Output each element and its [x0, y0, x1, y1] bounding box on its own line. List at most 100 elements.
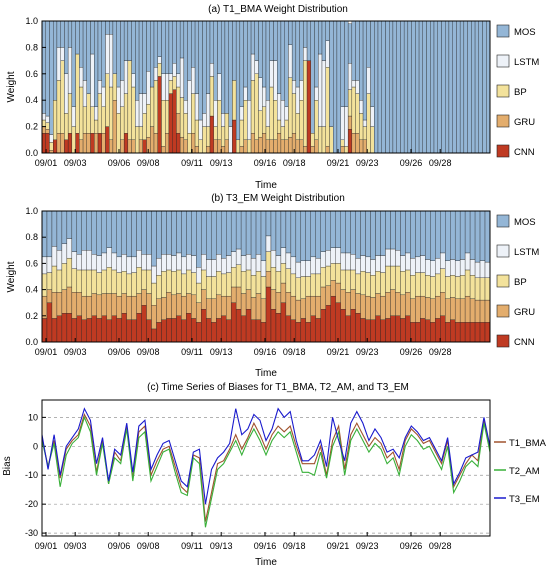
- panel-b-bar-cnn: [86, 318, 92, 343]
- panel-b-bar-lstm: [285, 252, 292, 269]
- panel-b-bar-cnn: [81, 319, 87, 343]
- panel-a-bar-bp: [176, 86, 181, 114]
- panel-b-bar-gru: [181, 295, 187, 320]
- panel-b-bar-cnn: [126, 319, 132, 343]
- panel-b-bar-bp: [350, 269, 356, 290]
- panel-a-bar-mos: [109, 20, 114, 35]
- panel-c-xtick-label: 09/01: [35, 541, 58, 551]
- panel-a-bar-mos: [243, 20, 248, 88]
- panel-b-bar-cnn: [255, 319, 262, 343]
- panel-b-bar-mos: [46, 210, 53, 258]
- panel-b-xtick-label: 09/11: [181, 347, 203, 357]
- panel-b-bar-lstm: [325, 250, 331, 267]
- panel-c-ytick-label: -10: [25, 470, 38, 480]
- panel-a-bar-mos: [336, 20, 341, 154]
- panel-a-bar-mos: [486, 20, 491, 154]
- panel-b-bar-bp: [380, 272, 386, 297]
- panel-b-bar-gru: [400, 294, 406, 319]
- panel-a-bar-bp: [202, 126, 207, 154]
- panel-a-bar-mos: [157, 20, 162, 57]
- panel-b-bar-cnn: [136, 313, 142, 343]
- panel-a-bar-bp: [325, 67, 330, 147]
- panel-b-bar-mos: [106, 210, 112, 248]
- panel-b-bar-cnn: [445, 322, 451, 343]
- panel-a-bar-gru: [277, 133, 282, 154]
- panel-b-bar-lstm: [216, 254, 222, 272]
- panel-a-legend-label-bp: BP: [514, 87, 527, 98]
- panel-b-bar-lstm: [474, 261, 481, 278]
- panel-a-bar-bp: [75, 53, 80, 134]
- panel-b-bar-lstm: [350, 254, 356, 271]
- panel-a-bar-bp: [187, 133, 192, 154]
- panel-b-bar-lstm: [46, 256, 53, 273]
- panel-b-bar-gru: [340, 289, 346, 310]
- panel-b-bar-cnn: [181, 319, 187, 343]
- panel-b-bar-cnn: [335, 302, 341, 343]
- panel-a-bar-lstm: [209, 63, 214, 77]
- panel-b-bar-bp: [91, 269, 97, 294]
- panel-a-bar-lstm: [183, 100, 188, 114]
- panel-b-bar-gru: [335, 282, 341, 303]
- panel-b-bar-bp: [280, 263, 287, 284]
- panel-a-bar-mos: [396, 20, 401, 154]
- panel-a-bar-lstm: [254, 60, 259, 74]
- panel-a-bar-bp: [280, 126, 285, 140]
- panel-a-bar-bp: [265, 126, 270, 140]
- panel-a-bar-lstm: [153, 67, 158, 81]
- panel-b-bar-lstm: [196, 267, 202, 284]
- panel-b-bar-cnn: [405, 315, 411, 343]
- panel-b-bar-gru: [196, 302, 202, 323]
- panel-b-bar-gru: [370, 297, 376, 320]
- panel-b-bar-mos: [131, 210, 137, 258]
- panel-b-bar-gru: [166, 292, 172, 319]
- panel-b-bar-lstm: [61, 243, 68, 264]
- panel-a-bar-lstm: [79, 67, 84, 88]
- panel-b-bar-cnn: [201, 309, 207, 343]
- panel-a-bar-cnn: [168, 93, 173, 154]
- panel-b-bar-cnn: [250, 319, 257, 343]
- panel-c-xlabel: Time: [255, 557, 277, 568]
- panel-b-bar-mos: [166, 210, 172, 255]
- panel-a-bar-lstm: [116, 86, 121, 114]
- panel-c-xtick-label: 09/18: [283, 541, 306, 551]
- panel-a-bar-gru: [183, 139, 188, 154]
- panel-a-ytick-label: 0.6: [25, 69, 38, 79]
- panel-a-bar-mos: [123, 20, 129, 61]
- panel-b-bar-mos: [156, 210, 162, 259]
- panel-b-bar-bp: [186, 269, 192, 294]
- panel-a-bar-gru: [243, 139, 248, 154]
- panel-a-xtick-label: 09/08: [137, 158, 160, 168]
- panel-a-bar-gru: [340, 146, 345, 154]
- panel-a-legend-swatch-lstm: [496, 54, 510, 68]
- panel-a-bar-mos: [280, 20, 285, 101]
- panel-a-bar-lstm: [123, 60, 129, 94]
- panel-b-bar-mos: [440, 210, 446, 254]
- panel-b-bar-lstm: [51, 246, 58, 267]
- panel-b-bar-bp: [285, 268, 292, 293]
- panel-a-bar-lstm: [340, 106, 345, 140]
- panel-a-legend-label-gru: GRU: [514, 117, 535, 128]
- panel-b-bar-cnn: [345, 315, 351, 343]
- panel-b-bar-cnn: [131, 319, 137, 343]
- panel-b-bar-mos: [226, 210, 232, 256]
- panel-b-xlabel: Time: [255, 368, 277, 379]
- panel-b-bar-gru: [385, 292, 391, 319]
- panel-a-bar-lstm: [250, 53, 255, 81]
- panel-b-bar-bp: [270, 267, 277, 290]
- panel-b-bar-gru: [435, 295, 441, 319]
- panel-b-legend-swatch-bp: [496, 274, 510, 288]
- panel-c-series-line-t2_am: [41, 415, 491, 528]
- panel-b-bar-mos: [66, 210, 73, 239]
- panel-b-bar-gru: [260, 298, 267, 323]
- panel-b-bar-lstm: [66, 238, 73, 259]
- panel-b-bar-cnn: [454, 322, 461, 343]
- panel-b-bar-mos: [425, 210, 431, 260]
- panel-a-bar-mos: [426, 20, 431, 154]
- panel-a-bar-mos: [49, 20, 54, 135]
- panel-a-bar-cnn: [53, 139, 58, 154]
- panel-b-bar-mos: [375, 210, 381, 256]
- panel-b-bar-bp: [201, 269, 207, 290]
- panel-b-bar-gru: [71, 292, 78, 319]
- panel-a-bar-mos: [161, 20, 166, 74]
- panel-a-bar-cnn: [67, 133, 73, 154]
